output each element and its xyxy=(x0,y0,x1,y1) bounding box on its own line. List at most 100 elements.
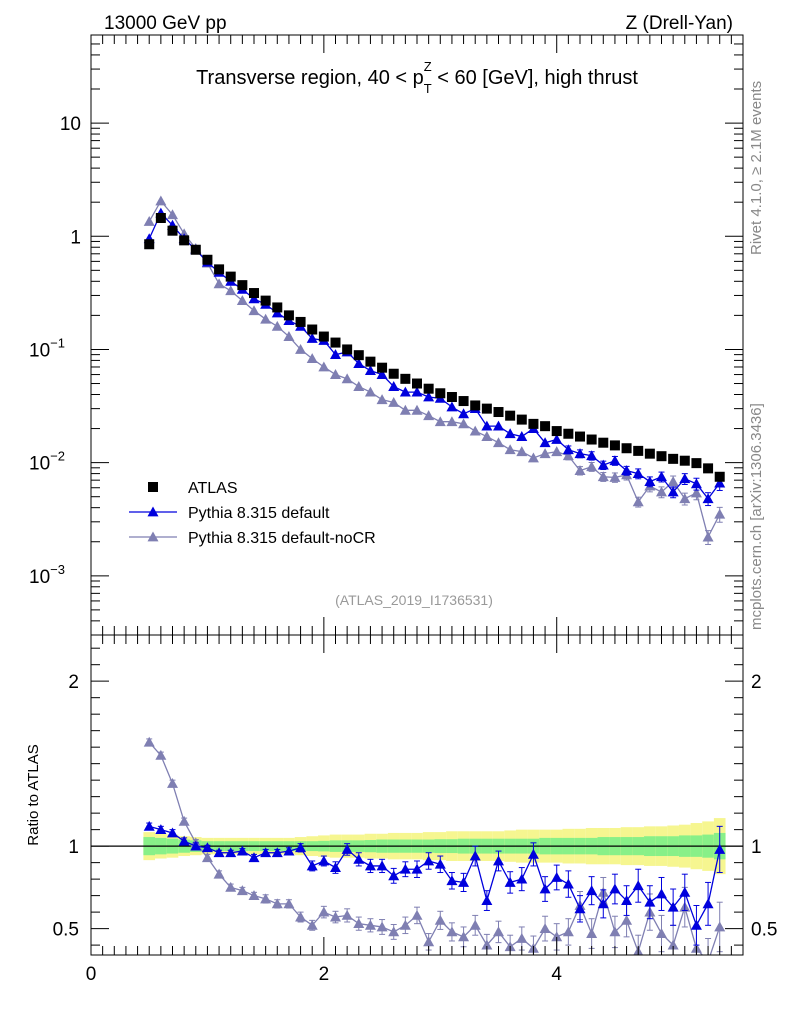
ratio-panel: 0.5 0.5 1 1 2 2 0 2 4 Ratio to ATLAS xyxy=(25,634,777,985)
ratio-point-default xyxy=(330,862,341,872)
point-default xyxy=(586,450,598,461)
point-nocr xyxy=(260,313,272,324)
legend-label-atlas: ATLAS xyxy=(188,480,238,497)
point-nocr xyxy=(586,461,598,472)
point-nocr xyxy=(155,195,167,206)
point-atlas xyxy=(633,445,644,456)
point-default xyxy=(597,459,609,470)
point-default xyxy=(504,428,516,439)
point-atlas xyxy=(598,437,609,448)
ratio-point-nocr xyxy=(399,919,411,930)
point-atlas xyxy=(179,235,190,246)
x-tick-label: 0 xyxy=(86,964,97,985)
ratio-point-default xyxy=(597,898,609,909)
legend-item-nocr: Pythia 8.315 default-noCR xyxy=(129,530,376,547)
ratio-point-nocr xyxy=(481,939,493,950)
ratio-point-default xyxy=(364,860,376,871)
point-atlas xyxy=(318,331,329,342)
point-atlas xyxy=(714,471,725,482)
ratio-point-default xyxy=(562,878,574,889)
point-nocr xyxy=(690,487,702,498)
ratio-point-default xyxy=(714,843,726,854)
ratio-point-default xyxy=(504,876,516,887)
point-nocr xyxy=(597,471,609,482)
ratio-point-default xyxy=(236,845,248,856)
ratio-point-default xyxy=(225,847,237,858)
title-sup: Z xyxy=(424,59,432,74)
point-nocr xyxy=(469,425,481,436)
x-tick-label: 2 xyxy=(319,964,330,985)
series-atlas xyxy=(144,212,725,482)
y-tick-label: 10−2 xyxy=(29,449,65,475)
legend-label-default: Pythia 8.315 default xyxy=(188,505,330,522)
y-tick-label: 10−1 xyxy=(29,335,65,361)
point-nocr xyxy=(143,216,155,226)
ratio-point-default xyxy=(481,895,493,905)
ratio-point-default xyxy=(551,871,563,882)
ratio-point-default xyxy=(353,853,365,864)
ratio-point-nocr xyxy=(330,911,341,922)
ratio-point-nocr xyxy=(167,777,178,788)
point-atlas xyxy=(609,440,620,451)
point-default xyxy=(702,493,714,504)
point-atlas xyxy=(272,302,283,313)
point-atlas xyxy=(551,426,562,437)
point-default xyxy=(656,471,667,482)
ratio-point-default xyxy=(213,847,225,858)
point-nocr xyxy=(283,331,295,341)
point-atlas xyxy=(458,396,469,407)
point-atlas xyxy=(668,453,679,464)
ratio-y-tick-label-right: 2 xyxy=(751,672,762,693)
ratio-point-default xyxy=(656,888,667,899)
point-atlas xyxy=(237,280,248,291)
point-default xyxy=(644,476,656,486)
ratio-point-nocr xyxy=(225,881,237,892)
ratio-point-default xyxy=(458,876,470,887)
point-default xyxy=(481,420,493,431)
point-nocr xyxy=(667,476,679,486)
point-nocr xyxy=(341,373,353,384)
ratio-data-layer xyxy=(91,736,743,955)
point-atlas xyxy=(481,403,492,414)
point-atlas xyxy=(505,410,516,421)
x-tick-label: 4 xyxy=(551,964,562,985)
main-data-layer xyxy=(143,195,726,545)
point-atlas xyxy=(446,392,457,403)
point-atlas xyxy=(167,225,178,236)
ratio-point-nocr xyxy=(376,921,388,932)
point-default xyxy=(423,391,435,402)
ratio-point-nocr xyxy=(423,936,435,947)
ratio-point-nocr xyxy=(353,918,365,929)
point-atlas xyxy=(540,421,551,432)
point-atlas xyxy=(423,383,434,394)
y-tick-label: 10−3 xyxy=(29,562,65,588)
point-default xyxy=(411,386,423,397)
main-y-axis: 10 1 10−1 10−2 10−3 xyxy=(29,34,743,636)
point-nocr xyxy=(353,381,365,391)
ratio-point-nocr xyxy=(213,868,225,879)
point-atlas xyxy=(225,271,236,282)
point-nocr xyxy=(551,446,563,457)
point-nocr xyxy=(236,295,248,306)
point-nocr xyxy=(399,404,411,415)
point-default xyxy=(551,434,563,444)
ratio-point-nocr xyxy=(260,893,272,904)
point-nocr xyxy=(504,444,516,455)
ratio-point-default xyxy=(702,898,714,909)
point-default xyxy=(621,465,633,476)
point-nocr xyxy=(364,386,376,397)
ratio-point-nocr xyxy=(656,928,667,938)
point-nocr xyxy=(516,446,528,457)
ratio-point-nocr xyxy=(248,890,260,901)
point-atlas xyxy=(435,388,446,399)
point-nocr xyxy=(423,410,435,421)
ratio-point-default xyxy=(469,850,481,861)
point-atlas xyxy=(691,458,702,469)
header-right: Z (Drell-Yan) xyxy=(626,13,733,34)
ratio-point-default xyxy=(399,863,411,874)
ratio-point-default xyxy=(527,848,539,859)
ratio-point-nocr xyxy=(295,911,307,922)
point-atlas xyxy=(365,356,376,367)
point-atlas xyxy=(260,295,271,306)
